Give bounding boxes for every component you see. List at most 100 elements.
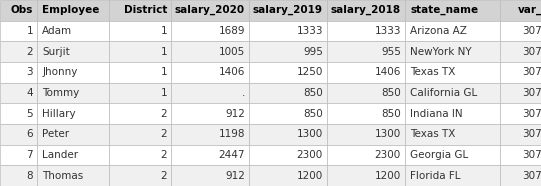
Text: District: District <box>123 5 167 15</box>
Text: 912: 912 <box>225 109 245 119</box>
Bar <box>327 165 405 186</box>
Bar <box>37 165 109 186</box>
Text: 1250: 1250 <box>296 67 323 77</box>
Bar <box>0 165 37 186</box>
Text: 1: 1 <box>160 88 167 98</box>
Bar <box>0 124 37 145</box>
Text: 1333: 1333 <box>374 26 401 36</box>
Bar <box>500 83 541 103</box>
Bar <box>109 62 171 83</box>
Text: 1: 1 <box>27 26 33 36</box>
Bar <box>109 124 171 145</box>
Bar <box>171 103 249 124</box>
Text: Employee: Employee <box>42 5 100 15</box>
Bar <box>327 62 405 83</box>
Text: 1300: 1300 <box>296 129 323 139</box>
Text: .: . <box>242 88 245 98</box>
Bar <box>109 83 171 103</box>
Text: Adam: Adam <box>42 26 72 36</box>
Text: 307543.33: 307543.33 <box>522 26 541 36</box>
Text: 1005: 1005 <box>219 47 245 57</box>
Text: Surjit: Surjit <box>42 47 70 57</box>
Text: 2300: 2300 <box>375 150 401 160</box>
Bar <box>500 103 541 124</box>
Bar <box>171 83 249 103</box>
Bar <box>249 83 327 103</box>
Bar <box>405 124 500 145</box>
Text: Thomas: Thomas <box>42 171 84 181</box>
Bar <box>171 0 249 21</box>
Text: 307543.33: 307543.33 <box>522 109 541 119</box>
Text: state_name: state_name <box>411 5 479 15</box>
Text: 4: 4 <box>27 88 33 98</box>
Text: 850: 850 <box>381 88 401 98</box>
Bar <box>249 145 327 165</box>
Bar <box>0 62 37 83</box>
Bar <box>171 165 249 186</box>
Text: 307543.33: 307543.33 <box>522 88 541 98</box>
Bar <box>500 124 541 145</box>
Bar <box>249 21 327 41</box>
Bar <box>37 0 109 21</box>
Bar <box>109 0 171 21</box>
Bar <box>37 83 109 103</box>
Text: 307543.33: 307543.33 <box>522 171 541 181</box>
Bar <box>405 103 500 124</box>
Bar <box>249 41 327 62</box>
Bar <box>171 62 249 83</box>
Bar <box>37 145 109 165</box>
Bar <box>37 124 109 145</box>
Bar <box>405 0 500 21</box>
Text: 1300: 1300 <box>375 129 401 139</box>
Text: 912: 912 <box>225 171 245 181</box>
Text: Lander: Lander <box>42 150 78 160</box>
Bar <box>500 165 541 186</box>
Bar <box>249 124 327 145</box>
Bar <box>327 103 405 124</box>
Bar <box>249 0 327 21</box>
Bar <box>171 41 249 62</box>
Text: 850: 850 <box>303 109 323 119</box>
Text: Arizona AZ: Arizona AZ <box>411 26 467 36</box>
Text: 1200: 1200 <box>375 171 401 181</box>
Bar <box>109 165 171 186</box>
Bar <box>405 41 500 62</box>
Text: Jhonny: Jhonny <box>42 67 78 77</box>
Text: Peter: Peter <box>42 129 70 139</box>
Text: 7: 7 <box>27 150 33 160</box>
Text: Texas TX: Texas TX <box>411 67 456 77</box>
Bar <box>0 83 37 103</box>
Text: 995: 995 <box>303 47 323 57</box>
Bar <box>405 165 500 186</box>
Text: California GL: California GL <box>411 88 478 98</box>
Bar <box>405 21 500 41</box>
Text: salary_2019: salary_2019 <box>253 5 323 15</box>
Text: 955: 955 <box>381 47 401 57</box>
Text: 1333: 1333 <box>296 26 323 36</box>
Bar <box>249 103 327 124</box>
Bar <box>0 0 37 21</box>
Text: salary_2018: salary_2018 <box>331 5 401 15</box>
Bar <box>109 145 171 165</box>
Text: 307543.33: 307543.33 <box>522 47 541 57</box>
Text: 3: 3 <box>27 67 33 77</box>
Text: salary_2020: salary_2020 <box>175 5 245 15</box>
Text: var_salary: var_salary <box>518 5 541 15</box>
Bar <box>327 21 405 41</box>
Bar <box>500 21 541 41</box>
Bar <box>500 62 541 83</box>
Text: Obs: Obs <box>11 5 33 15</box>
Text: 2: 2 <box>160 150 167 160</box>
Bar <box>171 21 249 41</box>
Text: Tommy: Tommy <box>42 88 80 98</box>
Bar <box>327 41 405 62</box>
Text: 2: 2 <box>160 129 167 139</box>
Bar <box>0 103 37 124</box>
Bar <box>37 62 109 83</box>
Text: NewYork NY: NewYork NY <box>411 47 472 57</box>
Bar <box>37 41 109 62</box>
Text: 6: 6 <box>27 129 33 139</box>
Text: Indiana IN: Indiana IN <box>411 109 463 119</box>
Bar <box>109 41 171 62</box>
Text: 2: 2 <box>160 109 167 119</box>
